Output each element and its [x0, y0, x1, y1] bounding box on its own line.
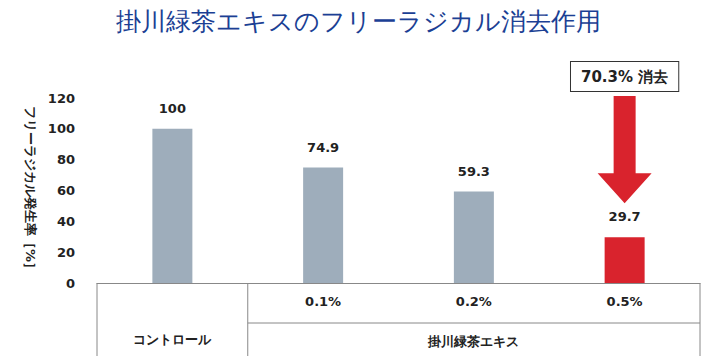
svg-text:掛川緑茶エキスのフリーラジカル消去作用: 掛川緑茶エキスのフリーラジカル消去作用 [116, 7, 601, 36]
svg-text:60: 60 [57, 183, 75, 198]
svg-text:120: 120 [48, 91, 75, 106]
svg-text:100: 100 [48, 121, 75, 136]
svg-text:74.9: 74.9 [307, 140, 339, 155]
svg-text:29.7: 29.7 [609, 209, 641, 224]
svg-text:0.1%: 0.1% [305, 294, 341, 309]
svg-text:20: 20 [57, 245, 75, 260]
svg-text:掛川緑茶エキス: 掛川緑茶エキス [427, 334, 519, 349]
svg-text:0.5%: 0.5% [607, 294, 643, 309]
svg-text:80: 80 [57, 152, 75, 167]
svg-text:70.3% 消去: 70.3% 消去 [581, 68, 668, 86]
svg-text:フリーラジカル発生率［%］: フリーラジカル発生率［%］ [23, 106, 38, 275]
svg-text:コントロール: コントロール [133, 332, 212, 347]
svg-text:40: 40 [57, 214, 75, 229]
svg-text:0: 0 [66, 276, 75, 291]
svg-text:59.3: 59.3 [458, 164, 490, 179]
svg-text:100: 100 [159, 101, 186, 116]
svg-text:0.2%: 0.2% [456, 294, 492, 309]
